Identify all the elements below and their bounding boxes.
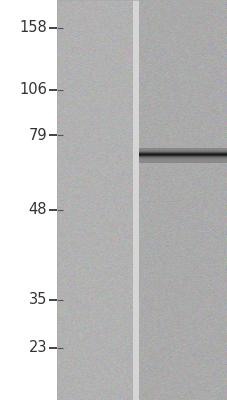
Bar (138, 148, 227, 149)
Bar (138, 157, 227, 158)
Bar (138, 151, 227, 152)
Text: 23: 23 (29, 340, 47, 356)
Text: 79: 79 (28, 128, 47, 142)
Bar (138, 159, 227, 160)
Bar (138, 154, 227, 155)
Bar (138, 148, 227, 149)
Bar (138, 155, 227, 156)
Bar (138, 152, 227, 153)
Text: 158: 158 (19, 20, 47, 36)
Bar (138, 155, 227, 156)
Bar (138, 158, 227, 159)
Bar (138, 160, 227, 162)
Text: 35: 35 (29, 292, 47, 308)
Bar (138, 161, 227, 162)
Bar (138, 158, 227, 159)
Bar (138, 151, 227, 152)
Bar (138, 149, 227, 150)
Bar (138, 160, 227, 161)
Text: 106: 106 (19, 82, 47, 98)
Bar (138, 150, 227, 151)
Bar (138, 154, 227, 155)
Bar (138, 158, 227, 159)
Bar (138, 155, 227, 156)
Bar (138, 159, 227, 160)
Bar (138, 153, 227, 154)
Bar (57, 0, 227, 400)
Bar (138, 156, 227, 157)
Bar (138, 149, 227, 150)
Bar (138, 161, 227, 162)
Bar (138, 160, 227, 161)
Text: 48: 48 (29, 202, 47, 218)
Bar (138, 156, 227, 157)
Bar (138, 150, 227, 151)
Bar (138, 152, 227, 153)
Bar (132, 0, 138, 400)
Bar (138, 153, 227, 154)
Bar (138, 152, 227, 153)
Bar (138, 157, 227, 158)
